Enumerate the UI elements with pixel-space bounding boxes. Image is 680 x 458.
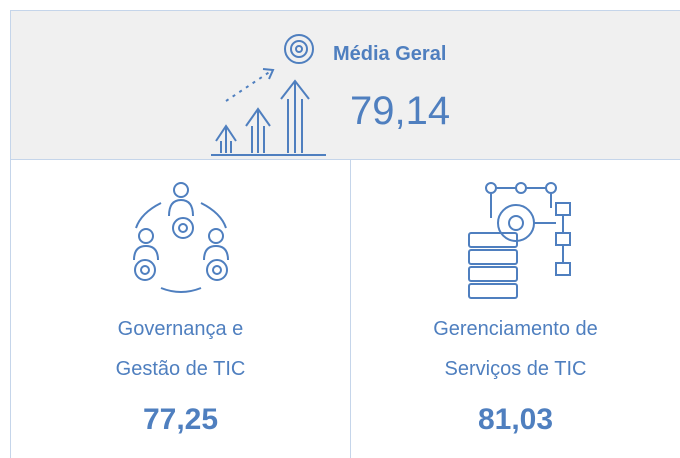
card-label: Serviços de TIC [444, 358, 587, 380]
card: Governança e Gestão de TIC 77,25 [10, 160, 350, 458]
summary-title: Média Geral [333, 43, 447, 65]
growth-icon [211, 34, 326, 156]
governance-icon [133, 182, 229, 293]
card-value: 81,03 [477, 403, 554, 436]
card-label: Governança e [117, 318, 244, 340]
summary-value: 79,14 [350, 89, 451, 133]
card-label: Gerenciamento de [433, 318, 598, 340]
card-value: 77,25 [142, 403, 219, 436]
services-icon [468, 182, 571, 299]
card: Gerenciamento de Serviços de TIC 81,03 [350, 160, 680, 458]
summary-panel: Média Geral 79,14 [10, 10, 680, 160]
card-label: Gestão de TIC [115, 358, 246, 380]
